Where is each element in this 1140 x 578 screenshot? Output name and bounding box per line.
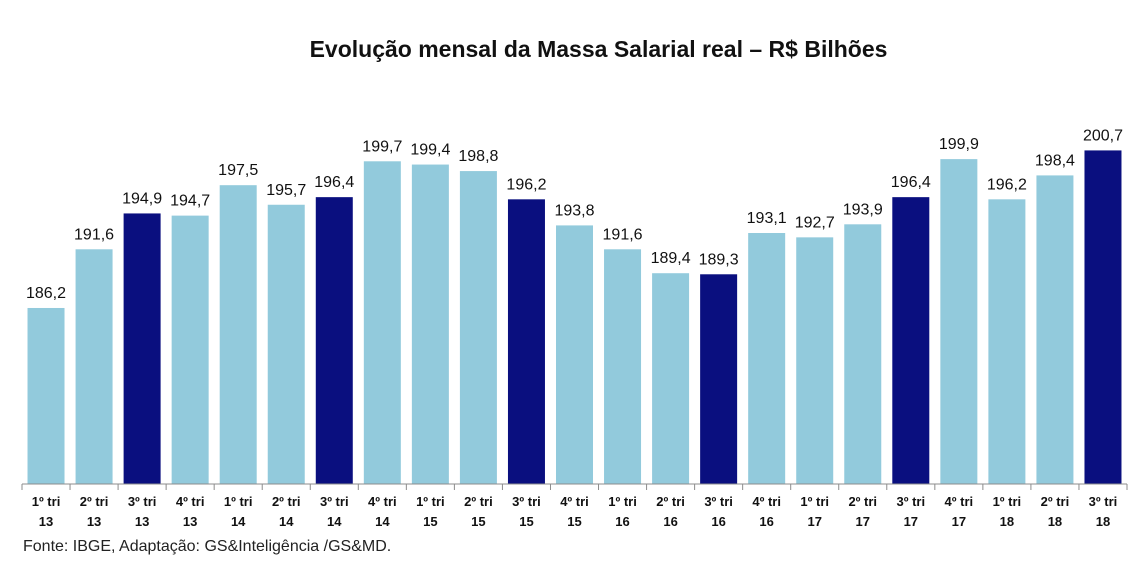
category-label-12-line-1: 4º tri: [560, 494, 589, 509]
bar-12: [556, 225, 593, 484]
category-label-20-line-1: 4º tri: [945, 494, 974, 509]
category-label-6-line-1: 2º tri: [272, 494, 301, 509]
category-label-8-line-1: 4º tri: [368, 494, 397, 509]
category-label-21-line-2: 18: [1000, 514, 1014, 529]
bar-6: [267, 204, 305, 484]
category-label-13-line-2: 16: [615, 514, 629, 529]
category-label-15-line-1: 3º tri: [704, 494, 733, 509]
value-label-5: 197,5: [218, 162, 258, 179]
category-label-8-line-2: 14: [375, 514, 390, 529]
bar-20: [940, 159, 978, 484]
value-label-12: 193,8: [554, 202, 594, 219]
value-label-10: 198,8: [458, 148, 498, 165]
value-label-17: 192,7: [795, 214, 835, 231]
bar-10: [459, 171, 497, 484]
category-label-11-line-2: 15: [519, 514, 533, 529]
bar-13: [604, 249, 642, 484]
category-label-20-line-2: 17: [952, 514, 966, 529]
value-label-6: 195,7: [266, 182, 306, 199]
category-label-3-line-1: 3º tri: [128, 494, 157, 509]
category-label-5-line-1: 1º tri: [224, 494, 253, 509]
value-labels-group: 186,2 191,6 194,9 194,7 197,5 195,7 196,4 199,7…: [26, 127, 1123, 302]
value-label-19: 196,4: [891, 174, 931, 191]
chart-title: Evolução mensal da Massa Salarial real –…: [309, 36, 888, 62]
category-label-15-line-2: 16: [711, 514, 725, 529]
category-label-4-line-1: 4º tri: [176, 494, 205, 509]
value-label-21: 196,2: [987, 176, 1027, 193]
value-label-9: 199,4: [410, 142, 450, 159]
x-axis-ticks: [21, 484, 1128, 490]
bar-8: [363, 161, 401, 485]
category-label-18-line-2: 17: [856, 514, 870, 529]
value-label-20: 199,9: [939, 136, 979, 153]
value-label-8: 199,7: [362, 138, 402, 155]
category-label-7-line-1: 3º tri: [320, 494, 349, 509]
value-label-16: 193,1: [747, 210, 787, 227]
category-label-18-line-1: 2º tri: [848, 494, 877, 509]
value-label-22: 198,4: [1035, 152, 1075, 169]
category-label-23-line-1: 3º tri: [1089, 494, 1118, 509]
value-label-13: 191,6: [603, 226, 643, 243]
category-label-17-line-1: 1º tri: [800, 494, 829, 509]
bars-group: [27, 150, 1122, 485]
category-label-9-line-1: 1º tri: [416, 494, 445, 509]
value-label-14: 189,4: [651, 250, 691, 267]
bar-18: [844, 224, 882, 484]
value-label-4: 194,7: [170, 193, 210, 210]
bar-7: [315, 197, 353, 484]
value-label-15: 189,3: [699, 251, 739, 268]
category-label-14-line-1: 2º tri: [656, 494, 685, 509]
bar-9: [411, 164, 449, 485]
value-label-1: 186,2: [26, 285, 66, 302]
category-label-9-line-2: 15: [423, 514, 437, 529]
category-label-17-line-2: 17: [807, 514, 821, 529]
category-label-1-line-1: 1º tri: [32, 494, 61, 509]
category-label-16-line-1: 4º tri: [752, 494, 781, 509]
category-label-19-line-2: 17: [904, 514, 918, 529]
category-label-10-line-2: 15: [471, 514, 485, 529]
bar-19: [892, 197, 930, 484]
value-label-23: 200,7: [1083, 127, 1123, 144]
bar-22: [1036, 175, 1074, 484]
bar-16: [748, 233, 786, 484]
value-label-2: 191,6: [74, 226, 114, 243]
value-label-7: 196,4: [314, 174, 354, 191]
category-label-1-line-2: 13: [39, 514, 53, 529]
bar-11: [507, 199, 545, 484]
category-label-19-line-1: 3º tri: [897, 494, 926, 509]
category-label-10-line-1: 2º tri: [464, 494, 493, 509]
bar-15: [700, 274, 738, 484]
bar-1: [27, 307, 65, 484]
category-label-22-line-1: 2º tri: [1041, 494, 1070, 509]
category-labels-group: 1º tri 13 2º tri 13 3º tri 13 4º tri 13 1º tri 14…: [32, 494, 1118, 529]
category-label-13-line-1: 1º tri: [608, 494, 637, 509]
source-note: Fonte: IBGE, Adaptação: GS&Inteligência …: [23, 538, 392, 555]
category-label-11-line-1: 3º tri: [512, 494, 541, 509]
category-label-3-line-2: 13: [135, 514, 149, 529]
bar-2: [75, 249, 113, 484]
category-label-14-line-2: 16: [663, 514, 677, 529]
category-label-16-line-2: 16: [759, 514, 773, 529]
bar-3: [123, 213, 161, 484]
bar-23: [1084, 150, 1122, 485]
value-label-11: 196,2: [506, 176, 546, 193]
category-label-2-line-2: 13: [87, 514, 101, 529]
category-label-21-line-1: 1º tri: [993, 494, 1022, 509]
category-label-5-line-2: 14: [231, 514, 246, 529]
value-label-18: 193,9: [843, 201, 883, 218]
category-label-12-line-2: 15: [567, 514, 581, 529]
category-label-22-line-2: 18: [1048, 514, 1062, 529]
category-label-23-line-2: 18: [1096, 514, 1110, 529]
category-label-2-line-1: 2º tri: [80, 494, 109, 509]
bar-21: [988, 199, 1026, 484]
category-label-6-line-2: 14: [279, 514, 294, 529]
bar-5: [219, 185, 257, 484]
category-label-4-line-2: 13: [183, 514, 197, 529]
category-label-7-line-2: 14: [327, 514, 342, 529]
value-label-3: 194,9: [122, 190, 162, 207]
bar-4: [171, 215, 209, 484]
bar-17: [796, 237, 834, 484]
bar-14: [652, 273, 690, 484]
